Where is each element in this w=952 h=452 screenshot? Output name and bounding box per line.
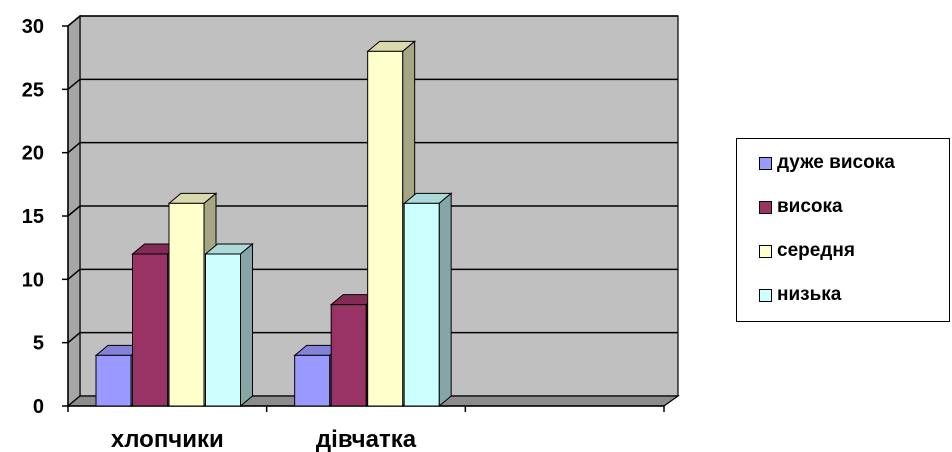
gridline — [67, 78, 678, 90]
gridline — [67, 141, 678, 154]
y-tick-label: 5 — [33, 333, 44, 355]
y-tick-label: 0 — [33, 396, 44, 418]
bar-front — [168, 202, 205, 407]
x-axis — [67, 405, 665, 412]
legend-item: дуже висока — [759, 151, 895, 175]
category-labels: хлопчики дівчатка — [111, 426, 417, 452]
gridline — [67, 331, 678, 344]
gridline — [67, 268, 678, 280]
legend-item: середня — [759, 239, 855, 263]
legend-item: висока — [759, 195, 843, 219]
legend-label: дуже висока — [777, 152, 895, 173]
y-tick-label: 10 — [22, 269, 44, 291]
bar-front — [367, 50, 404, 407]
bar-front — [403, 202, 440, 407]
bar — [204, 242, 254, 408]
bar-front — [205, 253, 241, 407]
legend-label: середня — [777, 240, 855, 261]
y-tick-label: 25 — [22, 79, 44, 101]
bar-front — [330, 304, 367, 407]
legend-swatch — [759, 244, 772, 258]
gridline — [67, 205, 678, 217]
y-tick-label: 20 — [22, 143, 44, 165]
legend-swatch — [759, 156, 772, 170]
bar — [402, 192, 453, 408]
bar-side — [240, 242, 253, 408]
legend-item: низька — [759, 283, 841, 307]
legend-label: висока — [777, 196, 843, 217]
bar-front — [132, 253, 168, 407]
bar-front — [95, 354, 132, 407]
bar-front — [294, 354, 331, 407]
legend: дуже висока висока середня низька — [736, 138, 950, 322]
legend-swatch — [759, 200, 772, 214]
x-category-label: хлопчики — [111, 426, 224, 452]
gridline — [67, 15, 678, 27]
y-tick-label: 30 — [22, 16, 44, 38]
y-axis: 0 5 10 15 20 25 30 — [22, 16, 69, 418]
y-tick-label: 15 — [22, 206, 44, 228]
x-category-label: дівчатка — [316, 426, 417, 452]
legend-label: низька — [777, 284, 842, 305]
bars — [94, 40, 453, 408]
gridlines — [67, 15, 678, 344]
legend-swatch — [759, 288, 772, 302]
bar-side — [438, 192, 452, 408]
